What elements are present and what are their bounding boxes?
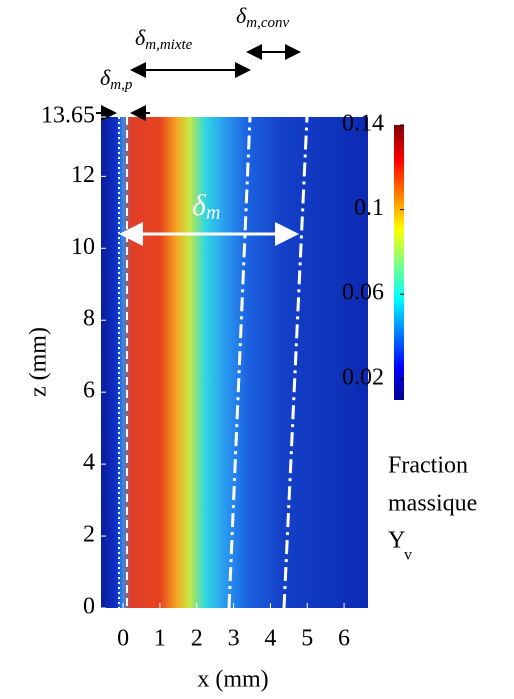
colorbar-label: Fraction (388, 453, 468, 479)
colorbar-tick-label: 0.14 (342, 111, 384, 137)
x-tick-label: 6 (338, 626, 350, 652)
dash-dot-line (282, 116, 309, 609)
y-tick-label: 10 (71, 234, 95, 260)
x-tick-label: 0 (117, 626, 129, 652)
colorbar-tick-label: 0.06 (342, 280, 384, 306)
x-tick-label: 5 (301, 626, 313, 652)
y-tick-label: 2 (83, 522, 95, 548)
colorbar-tick-label: 0.02 (342, 364, 384, 390)
colorbar-label: Y (388, 528, 405, 554)
x-tick-label: 4 (264, 626, 276, 652)
annotation-symbol: δ (100, 65, 111, 90)
dash-dot-line (227, 116, 252, 609)
field (101, 117, 368, 608)
y-tick-label: 0 (83, 594, 95, 620)
y-tick-label: 13.65 (41, 103, 95, 129)
y-tick-label: 6 (83, 378, 95, 404)
y-axis-label: z (mm) (26, 327, 52, 397)
colorbar-label: massique (388, 491, 477, 517)
annotation: δm (192, 189, 220, 224)
colorbar-tick-label: 0.1 (354, 195, 384, 221)
annotation-sub: m,conv (246, 15, 289, 31)
annotation-sub: m,p (110, 77, 133, 93)
annotation-symbol: δ (236, 3, 247, 28)
annotation-symbol: δ (135, 25, 146, 50)
y-tick-label: 8 (83, 306, 95, 332)
y-tick-label: 12 (71, 162, 95, 188)
x-tick-label: 2 (191, 626, 203, 652)
annotation-symbol: δ (192, 189, 207, 222)
colorbar-label-sub: v (404, 547, 412, 564)
annotation-sub: m,mixte (145, 37, 192, 53)
annotation: δm,p (100, 65, 133, 93)
y-tick-label: 4 (83, 450, 95, 476)
annotation: δm,conv (236, 3, 289, 31)
annotation-sub: m (206, 202, 220, 224)
x-tick-label: 3 (228, 626, 240, 652)
annotation: δm,mixte (135, 25, 193, 53)
x-axis-label: x (mm) (197, 667, 268, 693)
x-tick-label: 1 (154, 626, 166, 652)
colorbar (394, 125, 404, 400)
